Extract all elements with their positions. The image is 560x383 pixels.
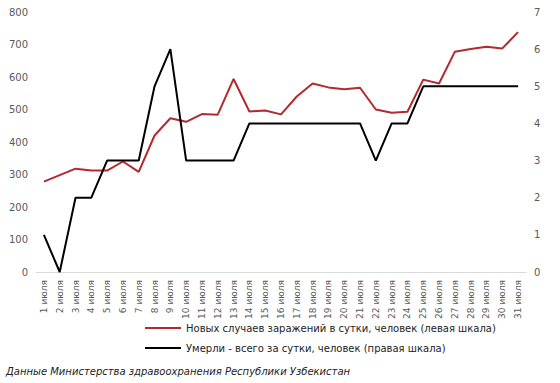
svg-text:Новых случаев заражений в сутк: Новых случаев заражений в сутки, человек… [186,323,496,334]
svg-text:20 июля: 20 июля [339,280,349,319]
svg-text:6: 6 [534,44,540,55]
svg-text:100: 100 [9,234,28,245]
svg-text:14 июля: 14 июля [244,280,254,319]
svg-text:17 июля: 17 июля [292,280,302,319]
svg-text:600: 600 [9,72,28,83]
svg-text:400: 400 [9,137,28,148]
svg-text:12 июля: 12 июля [213,280,223,319]
svg-text:29 июля: 29 июля [481,280,491,319]
svg-text:30 июля: 30 июля [497,280,507,319]
svg-text:6 июля: 6 июля [118,280,128,313]
svg-text:22 июля: 22 июля [371,280,381,319]
svg-text:26 июля: 26 июля [434,280,444,319]
svg-text:700: 700 [9,39,28,50]
svg-text:16 июля: 16 июля [276,280,286,319]
svg-text:8 июля: 8 июля [150,280,160,313]
svg-text:13 июля: 13 июля [229,280,239,319]
svg-text:1: 1 [534,229,540,240]
svg-text:18 июля: 18 июля [308,280,318,319]
svg-text:2 июля: 2 июля [55,280,65,313]
svg-text:500: 500 [9,104,28,115]
svg-text:3: 3 [534,155,540,166]
svg-text:4: 4 [534,118,540,129]
svg-text:11 июля: 11 июля [197,280,207,319]
svg-text:Данные Министерства здравоохра: Данные Министерства здравоохранения Респ… [5,366,351,377]
svg-text:200: 200 [9,202,28,213]
svg-text:300: 300 [9,169,28,180]
svg-text:25 июля: 25 июля [418,280,428,319]
svg-text:7: 7 [534,7,540,18]
svg-text:0: 0 [22,267,28,278]
svg-text:1 июля: 1 июля [39,280,49,313]
svg-text:24 июля: 24 июля [402,280,412,319]
svg-text:27 июля: 27 июля [450,280,460,319]
svg-text:0: 0 [534,267,540,278]
svg-text:31 июля: 31 июля [513,280,523,319]
svg-text:9 июля: 9 июля [165,280,175,313]
svg-text:21 июля: 21 июля [355,280,365,319]
svg-text:15 июля: 15 июля [260,280,270,319]
svg-text:2: 2 [534,192,540,203]
svg-text:5: 5 [534,81,540,92]
svg-text:23 июля: 23 июля [387,280,397,319]
svg-text:5 июля: 5 июля [102,280,112,313]
svg-text:19 июля: 19 июля [323,280,333,319]
svg-text:3 июля: 3 июля [71,280,81,313]
svg-text:4 июля: 4 июля [86,280,96,313]
svg-text:Умерли - всего за сутки, челов: Умерли - всего за сутки, человек (правая… [186,343,446,354]
svg-text:10 июля: 10 июля [181,280,191,319]
svg-text:800: 800 [9,7,28,18]
svg-text:7 июля: 7 июля [134,280,144,313]
svg-text:28 июля: 28 июля [466,280,476,319]
